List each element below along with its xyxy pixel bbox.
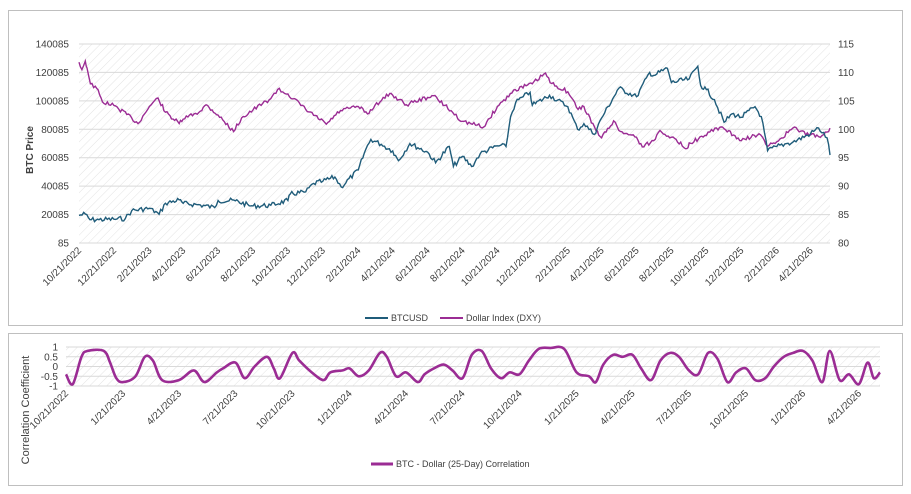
top-gridlines: [79, 43, 830, 244]
dxy-series-line: [78, 58, 831, 150]
bottom-y-tick-label: -1: [49, 382, 58, 393]
correlation-chart: 10.50-0.5-1 10/21/2022 1/21/2023 4/21/2023…: [20, 343, 882, 469]
top-y-tick-label: 20085: [41, 210, 69, 221]
bottom-legend: BTC - Dollar (25-Day) Correlation: [371, 459, 530, 469]
top-right-axis: 115 110 105 100 95 90 85 80: [838, 40, 855, 250]
top-x-axis: 10/21/202212/21/20222/21/20234/21/20236/…: [41, 245, 816, 288]
top-x-tick-label: 2/21/2026: [743, 245, 783, 285]
bottom-y-tick-label: 1: [52, 343, 58, 354]
top-y-tick-label: 60085: [41, 153, 69, 164]
bottom-x-tick-label: 10/21/2022: [28, 388, 71, 431]
top-x-tick-label: 2/21/2025: [534, 245, 574, 285]
top-x-tick-label: 6/21/2024: [393, 245, 433, 285]
top-x-tick-label: 4/21/2024: [359, 245, 399, 285]
top-x-tick-label: 2/21/2023: [115, 245, 155, 285]
btc-series-line: [78, 64, 831, 223]
top-y2-tick-label: 90: [838, 182, 850, 193]
top-y-tick-label: 80085: [41, 125, 69, 136]
top-y2-tick-label: 110: [838, 68, 854, 79]
legend-label-dxy: Dollar Index (DXY): [466, 313, 541, 323]
bottom-x-tick-label: 4/21/2026: [825, 388, 865, 428]
bottom-y-axis: 10.50-0.5-1: [41, 343, 59, 393]
legend-label-btc: BTCUSD: [391, 313, 429, 323]
bottom-x-tick-label: 4/21/2024: [372, 388, 412, 428]
bottom-y-tick-label: 0.5: [44, 352, 58, 363]
top-y2-tick-label: 105: [838, 96, 855, 107]
bottom-x-tick-label: 7/21/2023: [201, 388, 241, 428]
top-x-tick-label: 2/21/2024: [324, 245, 364, 285]
top-left-axis: 140085 120085 100085 80085 60085 40085 20085 85: [36, 40, 70, 250]
bottom-x-axis: 10/21/2022 1/21/2023 4/21/2023 7/21/2023 10/…: [28, 388, 864, 431]
top-x-tick-label: 4/21/2025: [567, 245, 607, 285]
bottom-x-tick-label: 4/21/2025: [598, 388, 638, 428]
bottom-x-tick-label: 10/21/2024: [481, 388, 524, 431]
bottom-x-tick-label: 7/21/2025: [655, 388, 695, 428]
bottom-x-tick-label: 1/21/2026: [769, 388, 809, 428]
top-y2-tick-label: 85: [838, 210, 850, 221]
bottom-y-tick-label: 0: [52, 362, 58, 373]
bottom-x-tick-label: 10/21/2025: [708, 388, 751, 431]
top-y2-tick-label: 115: [838, 40, 854, 51]
legend-label-correlation: BTC - Dollar (25-Day) Correlation: [396, 459, 530, 469]
bottom-y-axis-title: Correlation Coefficient: [20, 356, 32, 465]
bottom-x-tick-label: 7/21/2024: [428, 388, 468, 428]
top-y2-tick-label: 80: [838, 239, 850, 250]
top-y-tick-label: 140085: [36, 40, 70, 51]
top-y-axis-title: BTC Price: [25, 126, 36, 174]
bottom-x-tick-label: 10/21/2023: [254, 388, 297, 431]
top-y-tick-label: 100085: [36, 96, 70, 107]
top-y2-tick-label: 100: [838, 125, 855, 136]
top-y-tick-label: 40085: [41, 182, 69, 193]
top-y2-tick-label: 95: [838, 153, 850, 164]
top-x-tick-label: 6/21/2023: [184, 245, 224, 285]
top-x-tick-label: 4/21/2026: [776, 245, 816, 285]
bottom-x-tick-label: 1/21/2024: [315, 388, 355, 428]
top-x-tick-label: 6/21/2025: [602, 245, 642, 285]
top-y-tick-label: 120085: [36, 68, 70, 79]
top-y-tick-label: 85: [58, 239, 70, 250]
top-legend: BTCUSD Dollar Index (DXY): [365, 313, 541, 323]
btc-dxy-chart: 140085 120085 100085 80085 60085 40085 20085 85…: [25, 40, 855, 324]
top-plot-area: [79, 44, 830, 243]
bottom-x-tick-label: 4/21/2023: [145, 388, 185, 428]
bottom-x-tick-label: 1/21/2023: [89, 388, 129, 428]
top-x-tick-label: 4/21/2023: [149, 245, 189, 285]
bottom-x-tick-label: 1/21/2025: [542, 388, 582, 428]
correlation-series-line: [64, 345, 882, 386]
bottom-gridlines: [66, 346, 880, 387]
bottom-y-tick-label: -0.5: [41, 372, 59, 383]
